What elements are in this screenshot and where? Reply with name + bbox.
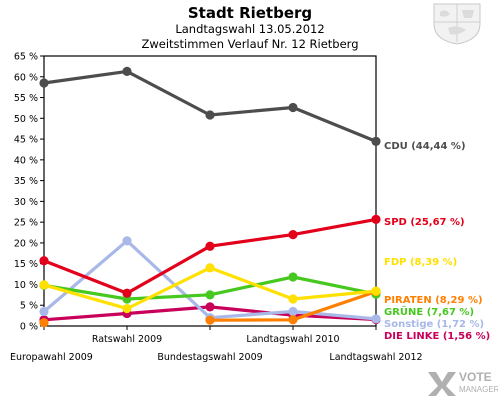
series-end-label: Sonstige (1,72 %) [384, 319, 484, 330]
series-line-cdu [43, 69, 377, 143]
x-tick-label: Europawahl 2009 [10, 352, 93, 363]
data-point-piraten [288, 315, 298, 325]
data-point-piraten [205, 315, 215, 325]
data-point-cdu [288, 102, 298, 113]
x-tick-label: Landtagswahl 2010 [246, 334, 339, 345]
y-tick-label: 25 % [14, 218, 38, 229]
series-spd [39, 214, 381, 298]
series-line-spd [43, 217, 377, 295]
data-point-fdp [205, 263, 215, 273]
data-point-spd [205, 241, 215, 251]
series-end-label: PIRATEN (8,29 %) [384, 295, 483, 306]
votemanager-logo-icon: VOTE MANAGER [428, 370, 498, 396]
data-point-spd [371, 214, 381, 224]
chart-title: Stadt Rietberg [187, 4, 313, 22]
chart-subtitle-election: Landtagswahl 13.05.2012 [175, 22, 325, 36]
data-point-sonstige [371, 314, 381, 324]
logo-text-vote: VOTE [459, 370, 492, 384]
series-end-label: FDP (8,39 %) [384, 257, 457, 268]
data-point-sonstige [39, 306, 49, 317]
data-point-fdp [39, 280, 49, 290]
x-tick-label: Landtagswahl 2012 [329, 352, 422, 363]
series-end-label: SPD (25,67 %) [384, 217, 465, 228]
y-tick-label: 15 % [14, 259, 38, 270]
y-tick-label: 0 % [20, 322, 38, 333]
plot-frame [43, 55, 377, 327]
data-point-spd [288, 230, 298, 240]
data-point-fdp [371, 286, 381, 296]
y-tick-label: 30 % [14, 197, 38, 208]
y-tick-label: 45 % [14, 135, 38, 146]
chart-subtitle-description: Zweitstimmen Verlauf Nr. 12 Rietberg [141, 37, 359, 51]
y-tick-label: 50 % [14, 114, 38, 125]
logo-text-manager: MANAGER [459, 385, 498, 394]
y-tick-label: 35 % [14, 176, 38, 187]
data-point-die-linke [205, 302, 215, 312]
data-point-fdp [122, 303, 132, 314]
series-end-label: DIE LINKE (1,56 %) [384, 331, 490, 342]
data-point-grüne [205, 290, 215, 300]
y-tick-label: 40 % [14, 155, 38, 166]
y-tick-label: 55 % [14, 93, 38, 104]
nrw-coat-of-arms-icon [433, 3, 481, 45]
series-end-label: CDU (44,44 %) [384, 141, 466, 152]
data-point-piraten [39, 318, 49, 328]
data-point-grüne [288, 272, 298, 282]
data-point-fdp [288, 294, 298, 304]
data-point-sonstige [288, 306, 298, 317]
x-tick-label: Ratswahl 2009 [92, 334, 162, 345]
data-point-cdu [371, 136, 381, 147]
data-point-sonstige [122, 236, 132, 246]
series-end-label: GRÜNE (7,67 %) [384, 304, 474, 318]
data-point-spd [122, 288, 132, 298]
data-point-cdu [205, 110, 215, 120]
y-tick-label: 10 % [14, 280, 38, 291]
y-tick-label: 20 % [14, 238, 38, 249]
x-tick-label: Bundestagswahl 2009 [157, 352, 262, 363]
series-fdp [39, 263, 381, 314]
data-point-cdu [39, 78, 49, 88]
y-tick-label: 65 % [14, 52, 38, 63]
y-tick-label: 5 % [20, 301, 38, 312]
data-point-cdu [122, 66, 132, 76]
series-cdu [39, 66, 381, 147]
y-tick-label: 60 % [14, 72, 38, 83]
data-point-spd [39, 256, 49, 266]
